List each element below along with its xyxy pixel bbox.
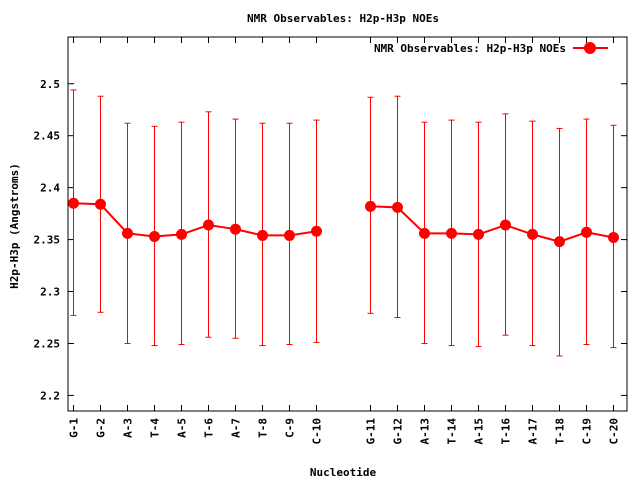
x-tick-label: G-2 — [95, 418, 108, 438]
data-point — [419, 227, 430, 239]
x-tick-label: A-5 — [176, 418, 189, 438]
x-tick-label: A-13 — [419, 418, 432, 445]
data-point — [176, 228, 187, 240]
x-tick-label: A-17 — [527, 418, 540, 445]
x-tick-label: C-19 — [581, 418, 594, 445]
x-tick-label: T-6 — [203, 418, 216, 438]
data-point — [581, 226, 592, 238]
data-point — [392, 201, 403, 213]
data-point — [203, 219, 214, 231]
ticks-layer: 2.2 2.25 2.3 2.35 2.4 2.45 2.5 G-1 G-2 A-3 T-4 A-5 T… — [34, 37, 627, 445]
series-line — [370, 205, 614, 243]
data-point — [608, 232, 619, 244]
y-tick-label: 2.3 — [40, 286, 60, 299]
data-point — [527, 228, 538, 240]
data-point — [500, 219, 511, 231]
y-tick-label: 2.4 — [40, 182, 60, 195]
chart-title: NMR Observables: H2p-H3p NOEs — [247, 12, 439, 25]
data-point — [311, 225, 322, 237]
plot-frame — [67, 36, 628, 412]
x-tick-label: T-16 — [500, 418, 513, 445]
y-axis-label: H2p-H3p (Angstroms) — [8, 163, 21, 289]
y-tick-label: 2.25 — [34, 337, 61, 350]
data-point — [284, 229, 295, 241]
x-axis-label: Nucleotide — [310, 466, 377, 479]
x-tick-label: A-3 — [122, 418, 135, 438]
y-tick-label: 2.35 — [34, 234, 61, 247]
legend: NMR Observables: H2p-H3p NOEs — [374, 42, 608, 55]
legend-marker — [584, 42, 596, 54]
y-tick-label: 2.5 — [40, 78, 60, 91]
x-tick-label: C-9 — [284, 418, 297, 438]
x-tick-label: A-15 — [473, 418, 486, 445]
x-tick-label: T-4 — [149, 418, 162, 438]
x-tick-label: T-18 — [554, 418, 567, 445]
x-tick-label: A-7 — [230, 418, 243, 438]
x-tick-label: C-10 — [311, 418, 324, 445]
x-tick-label: G-12 — [392, 418, 405, 445]
y-tick-label: 2.2 — [40, 389, 60, 402]
data-point — [149, 230, 160, 242]
data-point — [554, 236, 565, 248]
data-point — [257, 229, 268, 241]
x-tick-label: T-14 — [446, 418, 459, 445]
x-tick-label: G-11 — [365, 418, 378, 445]
data-point — [473, 228, 484, 240]
series-layer — [68, 89, 619, 357]
x-tick-label: G-1 — [68, 418, 81, 438]
y-tick-label: 2.45 — [34, 130, 61, 143]
data-point — [365, 200, 376, 212]
data-point — [68, 197, 79, 209]
data-point — [95, 198, 106, 210]
x-tick-label: T-8 — [257, 418, 270, 438]
series-line — [73, 202, 317, 238]
data-point — [122, 227, 133, 239]
x-tick-label: C-20 — [608, 418, 621, 445]
legend-label: NMR Observables: H2p-H3p NOEs — [374, 42, 566, 55]
data-point — [446, 227, 457, 239]
data-point — [230, 223, 241, 235]
